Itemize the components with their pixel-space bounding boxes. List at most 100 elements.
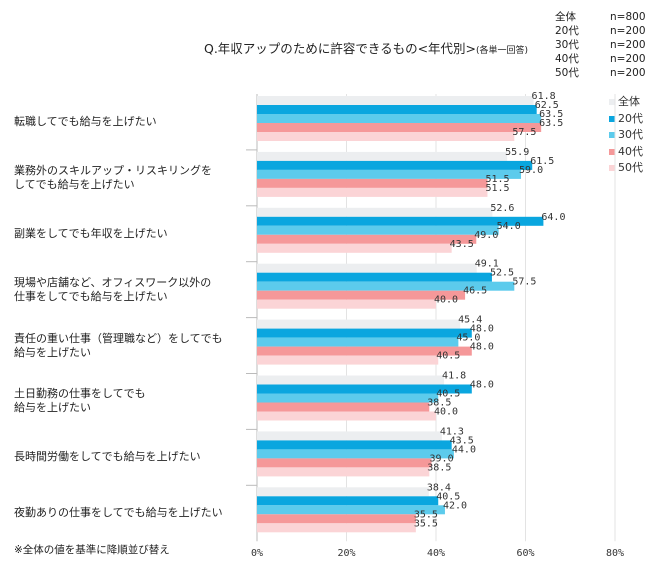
- bar-30代-3: [257, 281, 515, 291]
- bar-全体-3: [257, 263, 477, 273]
- bar-20代-4: [257, 328, 472, 338]
- data-label: 55.9: [505, 147, 529, 158]
- data-label: 64.0: [541, 212, 565, 223]
- bar-20代-6: [257, 440, 452, 450]
- bar-全体-1: [257, 151, 508, 161]
- data-label: 63.5: [539, 109, 563, 120]
- legend-label: 20代: [618, 111, 643, 125]
- bar-20代-1: [257, 160, 533, 170]
- data-label: 35.5: [414, 518, 438, 529]
- bar-30代-1: [257, 169, 522, 179]
- bar-50代-1: [257, 187, 488, 197]
- bar-30代-2: [257, 225, 499, 235]
- sample-group: 50代: [555, 67, 579, 79]
- sample-size-row: 20代 n=200: [555, 24, 646, 38]
- x-tick-label: 60%: [516, 548, 534, 559]
- data-label: 40.5: [436, 389, 460, 400]
- data-label: 45.0: [456, 333, 480, 344]
- sample-n: n=200: [610, 67, 646, 79]
- legend-label: 30代: [618, 128, 643, 141]
- legend-item: 30代: [609, 127, 643, 144]
- bar-40代-6: [257, 458, 432, 468]
- data-label: 41.8: [442, 371, 466, 382]
- category-label: 責任の重い仕事（管理職など）をしてでも 給与を上げたい: [14, 331, 223, 359]
- legend-swatch: [609, 99, 615, 106]
- bar-40代-0: [257, 123, 542, 132]
- legend-item: 全体: [609, 94, 643, 111]
- sample-group: 30代: [555, 39, 579, 51]
- data-label: 40.5: [436, 351, 460, 362]
- data-label: 48.0: [470, 324, 494, 335]
- sample-group: 20代: [555, 25, 579, 37]
- data-label: 40.0: [434, 407, 458, 418]
- data-label: 35.5: [414, 509, 438, 520]
- bar-50代-7: [257, 523, 416, 533]
- legend-item: 20代: [609, 111, 643, 128]
- legend-swatch: [609, 148, 615, 155]
- x-tick-label: 80%: [606, 548, 624, 559]
- data-label: 40.0: [434, 295, 458, 306]
- bar-20代-3: [257, 272, 492, 282]
- sample-size-table: 全体 n=800 20代 n=200 30代 n=200 40代 n=200 50代 n=200: [555, 10, 646, 80]
- legend-item: 50代: [609, 160, 643, 177]
- data-label: 62.5: [535, 100, 559, 111]
- bar-40代-3: [257, 290, 466, 300]
- data-label: 54.0: [497, 221, 521, 232]
- category-label: 長時間労働をしてでも給与を上げたい: [14, 450, 201, 464]
- sample-size-row: 50代 n=200: [555, 66, 646, 80]
- data-label: 40.5: [436, 491, 460, 502]
- legend-label: 全体: [618, 95, 640, 108]
- bar-全体-4: [257, 319, 461, 329]
- bar-50代-6: [257, 467, 430, 477]
- bar-20代-2: [257, 216, 544, 226]
- legend-swatch: [609, 165, 615, 172]
- data-label: 57.5: [512, 277, 536, 288]
- data-label: 61.5: [530, 156, 554, 167]
- legend-swatch: [609, 115, 615, 122]
- data-label: 48.0: [470, 342, 494, 353]
- sample-size-row: 全体 n=800: [555, 10, 646, 24]
- bar-50代-5: [257, 411, 436, 421]
- category-label: 夜勤ありの仕事をしてでも給与を上げたい: [14, 506, 223, 520]
- bar-30代-0: [257, 114, 542, 123]
- bar-50代-3: [257, 299, 436, 309]
- bar-30代-5: [257, 393, 439, 403]
- data-label: 51.5: [485, 174, 509, 185]
- bar-20代-7: [257, 496, 439, 506]
- bar-20代-5: [257, 384, 472, 394]
- bar-50代-2: [257, 243, 452, 253]
- category-label: 土日勤務の仕事をしてでも 給与を上げたい: [14, 387, 146, 415]
- data-label: 39.0: [430, 453, 454, 464]
- data-label: 38.5: [427, 398, 451, 409]
- legend-label: 40代: [618, 144, 643, 158]
- x-tick-label: 40%: [427, 548, 445, 559]
- bar-全体-0: [257, 96, 534, 105]
- category-label: 業務外のスキルアップ・リスキリングを してでも給与を上げたい: [14, 163, 212, 191]
- category-label: 転職してでも給与を上げたい: [14, 114, 157, 128]
- legend: 全体 20代 30代 40代 50代: [609, 94, 643, 177]
- data-label: 63.5: [539, 118, 563, 129]
- title-note: (各単一回答): [476, 46, 529, 56]
- category-label: 現場や店舗など、オフィスワーク以外の 仕事をしてでも給与を上げたい: [14, 275, 212, 303]
- sample-group: 40代: [555, 53, 579, 65]
- data-label: 51.5: [485, 183, 509, 194]
- sample-size-row: 30代 n=200: [555, 38, 646, 52]
- x-tick-label: 20%: [337, 548, 355, 559]
- bar-全体-2: [257, 207, 493, 217]
- category-label: 副業をしてでも年収を上げたい: [14, 226, 168, 240]
- bar-全体-5: [257, 375, 445, 385]
- data-label: 49.1: [475, 259, 499, 270]
- data-label: 48.0: [470, 380, 494, 391]
- data-label: 43.5: [450, 239, 474, 250]
- data-label: 41.3: [440, 426, 464, 437]
- bar-30代-6: [257, 449, 454, 459]
- bar-全体-6: [257, 431, 442, 441]
- chart-title: Q.年収アップのために許容できるもの<年代別>(各単一回答): [204, 41, 529, 56]
- data-label: 59.0: [519, 165, 543, 176]
- legend-label: 50代: [618, 161, 643, 174]
- legend-swatch: [609, 132, 615, 139]
- data-label: 38.4: [427, 482, 451, 493]
- bar-40代-1: [257, 178, 488, 188]
